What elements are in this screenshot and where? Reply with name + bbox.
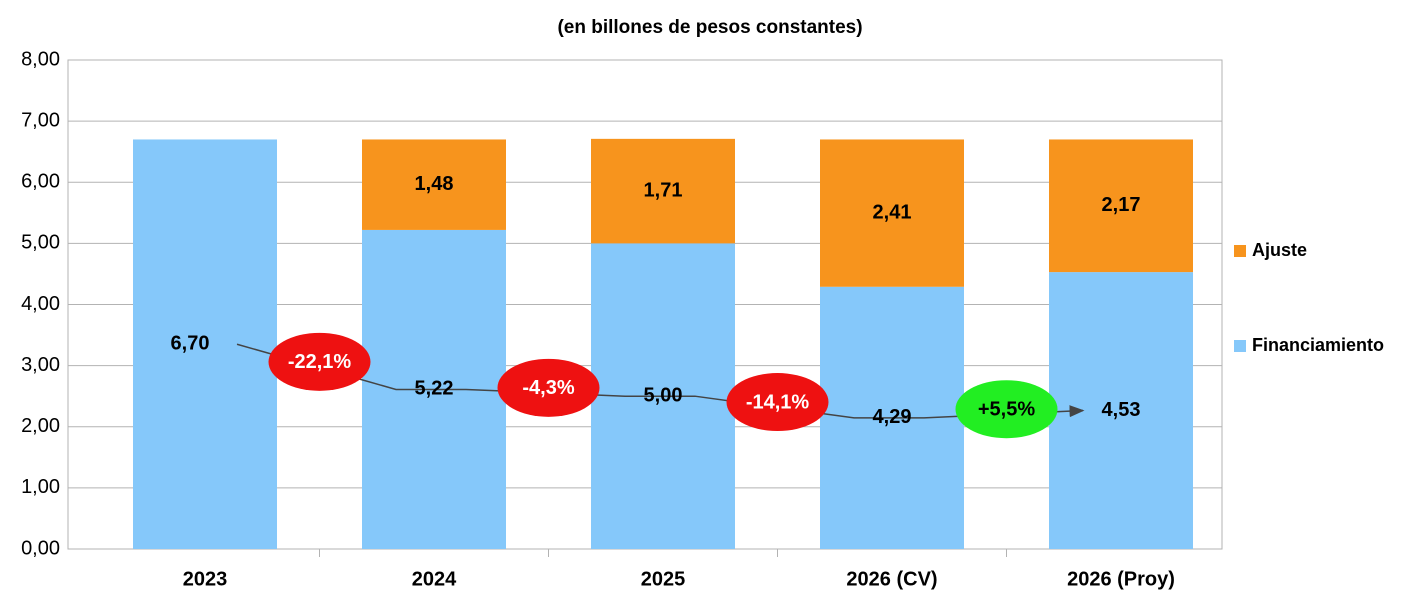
legend-label: Ajuste <box>1252 240 1307 260</box>
chart-title: (en billones de pesos constantes) <box>557 17 862 38</box>
value-label: 4,53 <box>1102 399 1141 421</box>
x-tick-label: 2026 (Proy) <box>1067 568 1175 590</box>
y-tick-label: 4,00 <box>21 293 60 315</box>
change-label: -14,1% <box>746 391 810 413</box>
value-label: 5,22 <box>415 378 454 400</box>
legend-swatch <box>1234 245 1246 257</box>
value-label: 5,00 <box>644 384 683 406</box>
y-tick-label: 8,00 <box>21 48 60 70</box>
bar-segment <box>362 139 506 230</box>
change-label: -4,3% <box>522 377 574 399</box>
value-label: 2,17 <box>1102 194 1141 216</box>
x-tick-label: 2025 <box>641 568 686 590</box>
trend-arrow <box>236 343 1085 419</box>
change-badge <box>497 358 600 417</box>
legend-swatch <box>1234 340 1246 352</box>
x-tick-label: 2023 <box>183 568 228 590</box>
bar-segment <box>133 139 277 549</box>
y-tick-label: 6,00 <box>21 171 60 193</box>
change-badge <box>268 332 371 391</box>
change-label: -22,1% <box>288 351 352 373</box>
value-label: 4,29 <box>873 406 912 428</box>
value-label: 6,70 <box>171 333 210 355</box>
y-tick-label: 3,00 <box>21 354 60 376</box>
legend-label: Financiamiento <box>1252 335 1384 355</box>
change-badge <box>955 380 1058 439</box>
bar-segment <box>591 138 735 244</box>
x-tick-label: 2026 (CV) <box>846 568 937 590</box>
bar-segment <box>820 139 964 287</box>
y-tick-label: 0,00 <box>21 537 60 559</box>
y-tick-label: 5,00 <box>21 232 60 254</box>
y-tick-label: 1,00 <box>21 476 60 498</box>
bar-segment <box>1049 139 1193 273</box>
change-label: +5,5% <box>978 399 1035 421</box>
value-label: 1,48 <box>415 173 454 195</box>
value-label: 1,71 <box>644 179 683 201</box>
x-tick-label: 2024 <box>412 568 457 590</box>
y-tick-label: 2,00 <box>21 415 60 437</box>
change-badge <box>726 373 829 432</box>
value-label: 2,41 <box>873 201 912 223</box>
y-tick-label: 7,00 <box>21 109 60 131</box>
